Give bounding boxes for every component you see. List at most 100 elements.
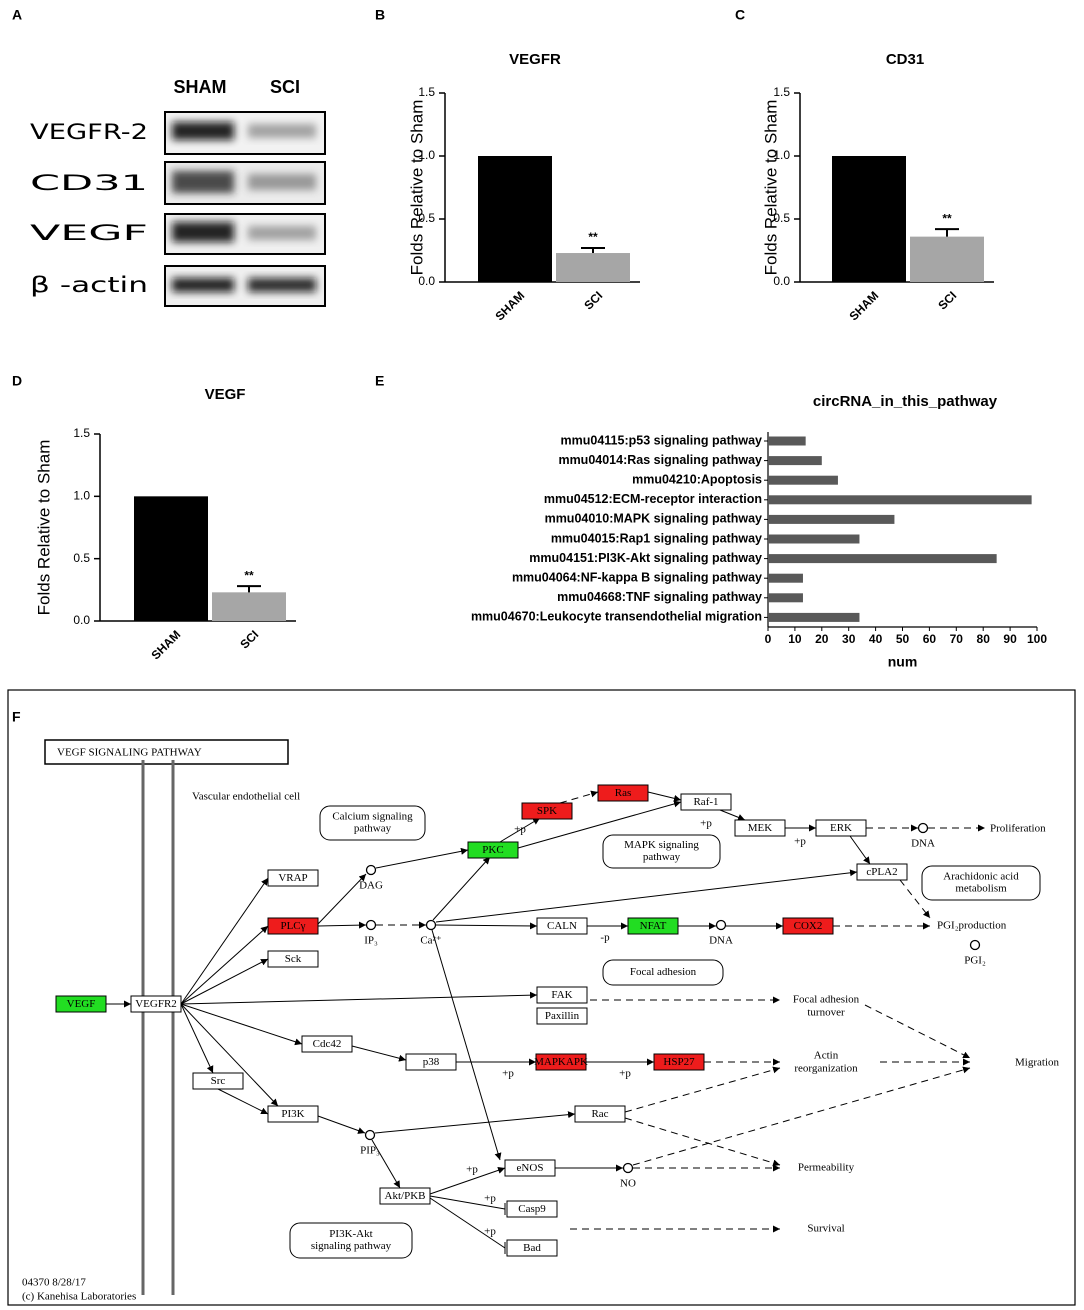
- x-tick-label: 90: [1003, 632, 1017, 646]
- y-tick-label: 1.0: [418, 148, 435, 162]
- pathway-arrow: [435, 922, 538, 930]
- bar: [910, 236, 984, 282]
- pathway-arrow: [317, 1115, 366, 1134]
- y-axis-label: Folds Relative to Sham: [34, 440, 53, 616]
- bar: [768, 475, 838, 485]
- error-bar: [581, 246, 605, 254]
- y-tick-label: mmu04010:MAPK signaling pathway: [545, 512, 762, 526]
- pathway-map: [602, 834, 721, 869]
- x-tick-label: SHAM: [492, 288, 527, 323]
- gene-box: [627, 917, 679, 935]
- compound-label: IP₃: [364, 935, 378, 947]
- pathway-arrow: [624, 1066, 781, 1113]
- gene-box: [467, 841, 519, 859]
- compound: [365, 864, 377, 876]
- compound-label: PIP₃: [360, 1145, 380, 1157]
- gene-box: [506, 1200, 558, 1218]
- gene-label: VEGFR2: [135, 998, 177, 1010]
- chart-title: circRNA_in_this_pathway: [813, 393, 998, 410]
- gene-box: [535, 1053, 587, 1071]
- gene-label: CALN: [547, 920, 577, 932]
- y-tick-label: 0.5: [773, 211, 790, 225]
- gene-box: [782, 917, 834, 935]
- y-tick-label: 0.0: [773, 274, 790, 288]
- blot-column-label: SCI: [270, 77, 300, 97]
- gene-label: Src: [211, 1075, 226, 1087]
- error-bar: [237, 585, 261, 593]
- panel-label: D: [12, 373, 22, 389]
- pathway-arrow: [517, 800, 682, 849]
- blot-row-label: CD31: [30, 171, 148, 195]
- pathway-map-label: pathway: [643, 851, 681, 863]
- bar: [478, 156, 552, 282]
- pathway-text: +p: [794, 836, 806, 848]
- pathway-text: turnover: [807, 1007, 845, 1019]
- y-axis-label: Folds Relative to Sham: [761, 100, 780, 276]
- y-tick-label: 0.5: [418, 211, 435, 225]
- gene-label: eNOS: [517, 1162, 544, 1174]
- gene-label: ERK: [830, 822, 852, 834]
- gene-label: p38: [423, 1056, 440, 1068]
- blot-band: [248, 124, 316, 138]
- pathway-arrow: [180, 958, 269, 1005]
- pathway-text: +p: [700, 818, 712, 830]
- x-axis-label: num: [888, 654, 918, 670]
- compound: [365, 919, 377, 931]
- pathway-text: Permeability: [798, 1162, 855, 1174]
- compound: [425, 919, 437, 931]
- chart-title: VEGFR: [509, 51, 561, 68]
- x-tick-label: 20: [815, 632, 829, 646]
- chart-title: CD31: [886, 51, 924, 68]
- bar: [768, 593, 803, 603]
- pathway-text: Migration: [1015, 1057, 1059, 1069]
- y-tick-label: mmu04151:PI3K-Akt signaling pathway: [529, 551, 762, 565]
- gene-label: Bad: [523, 1242, 541, 1254]
- pathway-arrow: [217, 1088, 269, 1115]
- pathway-text: +p: [514, 824, 526, 836]
- gene-label: PKC: [482, 844, 503, 856]
- gene-label: MEK: [748, 822, 773, 834]
- gene-box: [379, 1187, 431, 1205]
- gene-box: [680, 793, 732, 811]
- bar: [212, 592, 286, 621]
- pathway-map: [602, 959, 724, 986]
- gene-box: [504, 1159, 556, 1177]
- pathway-map-label: Focal adhesion: [630, 966, 697, 978]
- pathway-arrow: [180, 991, 538, 1005]
- blot-band: [248, 174, 316, 190]
- blot-images: [164, 111, 326, 307]
- y-tick-label: mmu04014:Ras signaling pathway: [558, 453, 762, 467]
- pathway-text: +p: [502, 1068, 514, 1080]
- gene-box: [597, 784, 649, 802]
- pathway-text: Proliferation: [990, 823, 1046, 835]
- pathway-arrow: [435, 869, 858, 923]
- pathway-arrow: [432, 856, 491, 921]
- bar: [134, 496, 208, 621]
- blot-band: [172, 122, 234, 140]
- gene-box: [267, 950, 319, 968]
- pathway-map: [319, 805, 426, 841]
- gene-label: VRAP: [278, 872, 307, 884]
- gene-box: [405, 1053, 457, 1071]
- x-tick-label: 60: [923, 632, 937, 646]
- pathway-inhibition: [429, 1197, 506, 1249]
- gene-label: Sck: [285, 953, 302, 965]
- blot-column-label: SHAM: [174, 77, 227, 97]
- gene-box: [192, 1072, 244, 1090]
- pathway-text: PGI₂production: [937, 920, 1007, 932]
- bar: [768, 612, 860, 622]
- gene-box: [267, 917, 319, 935]
- gene-box: [653, 1053, 705, 1071]
- pathway-arrow: [317, 921, 367, 929]
- bar: [768, 436, 806, 446]
- significance-label: **: [588, 230, 598, 244]
- pathway-arrow: [180, 1003, 279, 1107]
- y-tick-label: mmu04015:Rap1 signaling pathway: [551, 531, 762, 545]
- pathway-inhibition: [429, 1195, 506, 1210]
- pathway-arrow: [351, 1045, 407, 1062]
- pathway-text: +p: [619, 1068, 631, 1080]
- pathway-map: [289, 1222, 413, 1259]
- x-tick-label: 10: [788, 632, 802, 646]
- gene-box: [506, 1239, 558, 1257]
- blot-band: [172, 222, 234, 242]
